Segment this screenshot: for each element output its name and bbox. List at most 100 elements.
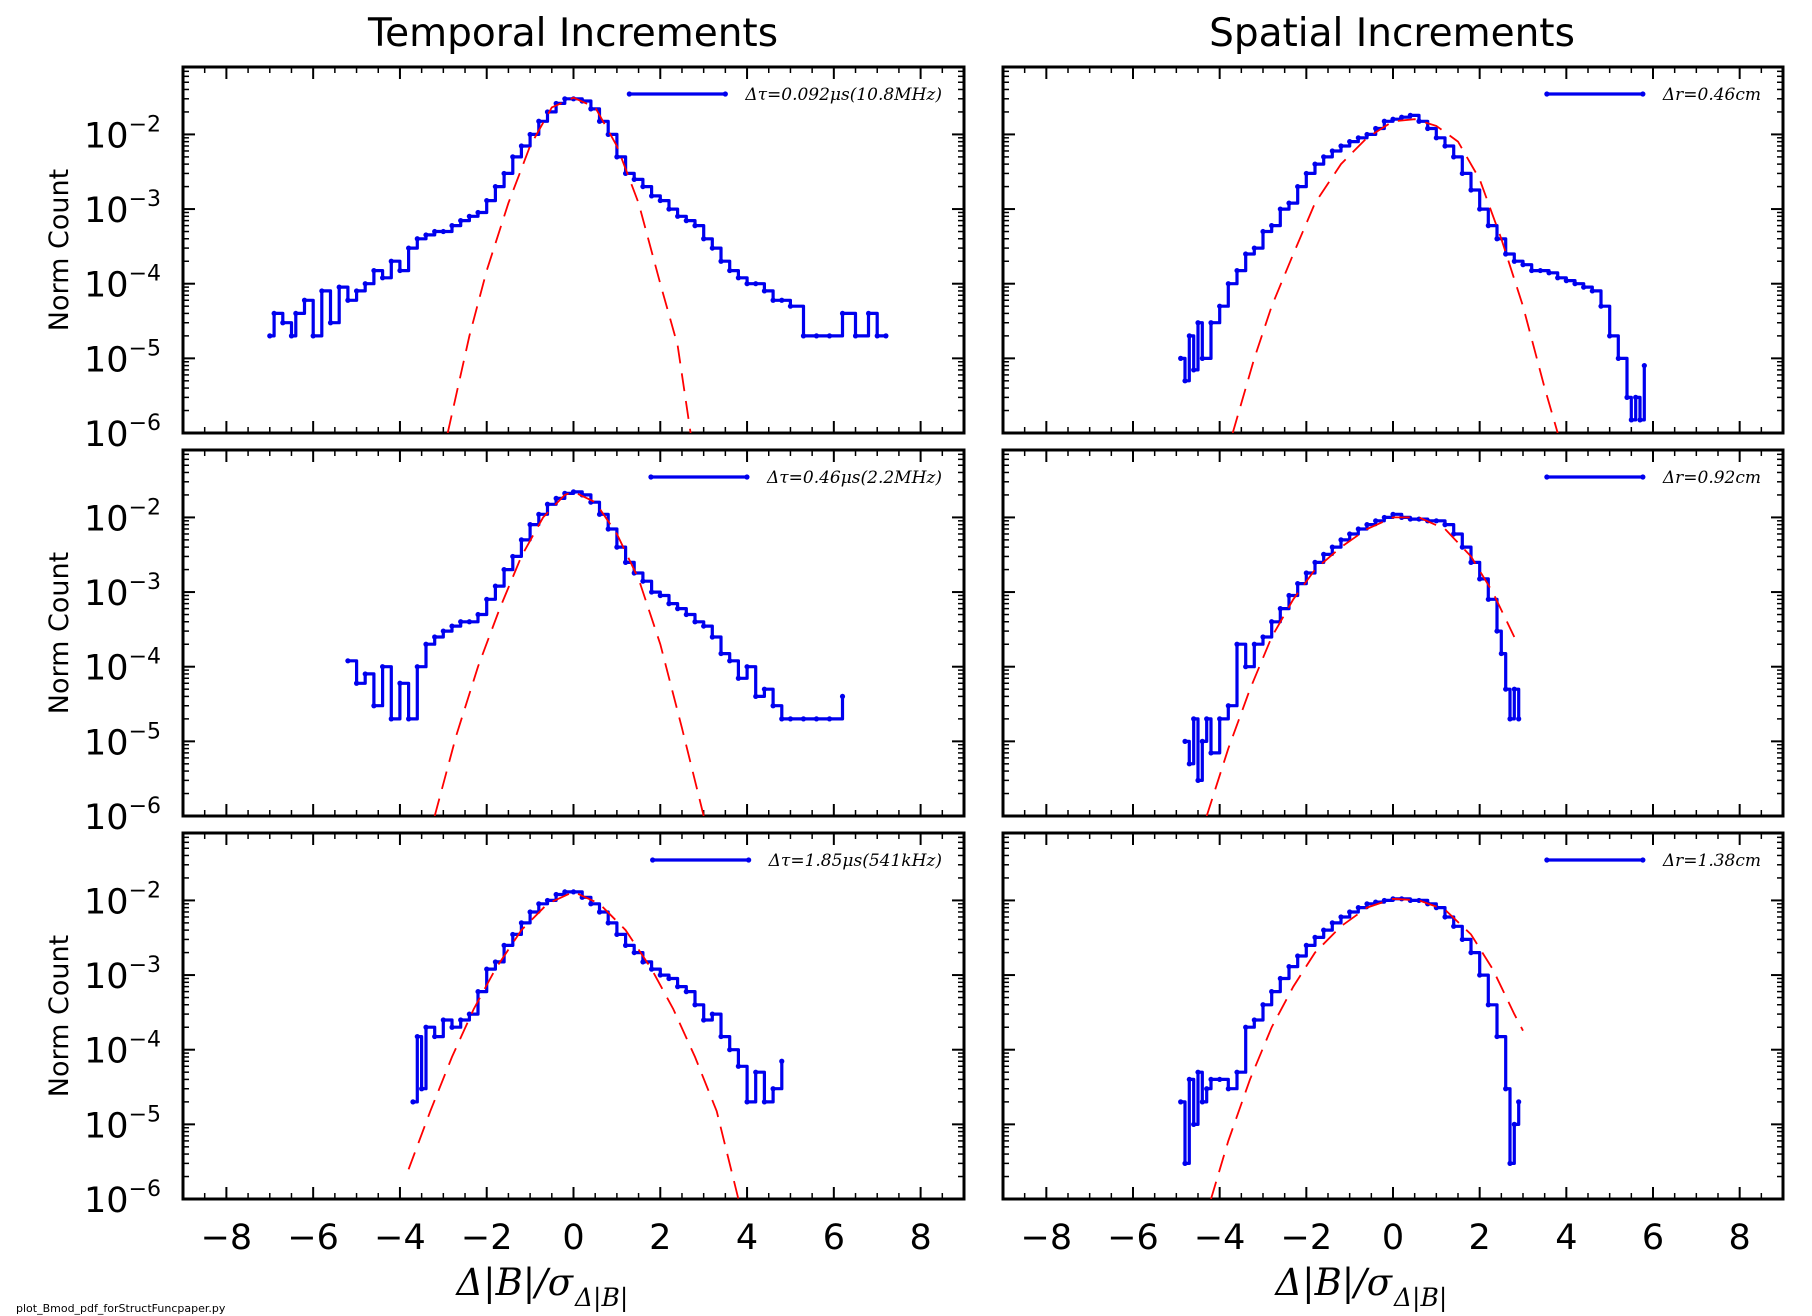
data-point xyxy=(1338,914,1344,920)
data-point xyxy=(596,511,603,517)
data-point xyxy=(536,901,542,907)
data-point xyxy=(1390,116,1396,122)
data-point xyxy=(657,197,663,204)
panel-spatial-2-plot-area xyxy=(1182,511,1522,816)
x-tick-label: −6 xyxy=(287,1218,339,1258)
data-point xyxy=(1364,522,1370,528)
data-point xyxy=(1243,251,1249,257)
data-point xyxy=(1347,909,1353,915)
data-point xyxy=(614,931,620,938)
data-point xyxy=(727,267,733,274)
data-point xyxy=(449,1024,455,1030)
y-tick-label: 10−4 xyxy=(84,1028,161,1072)
data-point xyxy=(1477,972,1483,978)
data-point xyxy=(371,703,377,709)
data-point xyxy=(770,297,776,303)
x-tick-label: 0 xyxy=(562,1218,584,1258)
y-axis-label: Norm Count xyxy=(44,552,75,714)
data-point xyxy=(1477,576,1483,582)
data-point xyxy=(379,664,386,670)
data-point xyxy=(1624,394,1630,400)
y-tick-label: 10−2 xyxy=(84,112,161,156)
data-point xyxy=(410,1099,416,1105)
data-point xyxy=(562,889,568,895)
data-point xyxy=(1329,148,1335,154)
data-point xyxy=(1399,114,1405,120)
data-point xyxy=(414,1033,420,1040)
data-point xyxy=(709,1011,715,1017)
data-point xyxy=(423,232,429,238)
data-point xyxy=(631,949,637,956)
data-point xyxy=(1494,628,1500,634)
data-point xyxy=(1468,949,1474,956)
data-point xyxy=(544,897,551,904)
data-point xyxy=(735,275,741,281)
data-point xyxy=(1520,262,1526,268)
data-point xyxy=(1581,284,1587,290)
data-point xyxy=(484,197,490,204)
y-tick-label: 10−5 xyxy=(84,719,161,763)
data-point xyxy=(761,1099,768,1105)
y-tick-label: 10−3 xyxy=(84,570,161,614)
y-tick-label: 10−3 xyxy=(84,953,161,997)
data-point xyxy=(1182,378,1188,384)
data-point xyxy=(657,972,663,978)
data-point xyxy=(709,245,715,251)
data-point xyxy=(1286,200,1292,206)
data-point xyxy=(1208,320,1214,326)
data-point xyxy=(1312,161,1318,167)
data-point xyxy=(1234,641,1240,647)
panel-temporal-1-plot-area xyxy=(267,96,889,433)
data-point xyxy=(345,297,351,303)
data-point xyxy=(1433,518,1439,524)
data-point xyxy=(1329,544,1335,550)
data-point xyxy=(718,1033,724,1040)
data-point xyxy=(475,989,481,995)
data-point xyxy=(518,920,525,926)
data-point xyxy=(683,611,689,618)
data-point xyxy=(1503,686,1509,692)
gaussian-fit-line xyxy=(433,490,705,816)
data-point xyxy=(1537,267,1543,274)
data-point xyxy=(458,1017,464,1023)
data-point xyxy=(787,716,794,722)
data-point xyxy=(1485,1002,1491,1008)
panel-temporal-3: 10−2 10−3 10−4 10−5 10−6 Norm Count −8 −6 −4 −2 0 2… xyxy=(44,831,966,1258)
data-point xyxy=(271,310,277,317)
data-point xyxy=(280,320,286,326)
data-point xyxy=(1468,187,1474,193)
data-point xyxy=(449,623,455,629)
x-tick-label: 8 xyxy=(909,1218,931,1258)
data-point xyxy=(1182,1160,1188,1166)
data-point xyxy=(588,901,594,907)
panel-temporal-3-frame xyxy=(181,831,966,1201)
data-point xyxy=(1260,1002,1266,1008)
data-point xyxy=(1186,761,1192,767)
data-point xyxy=(1225,281,1231,287)
pdf-data-line xyxy=(413,890,784,1104)
panel-spatial-1-plot-area xyxy=(1178,112,1647,433)
data-point xyxy=(1234,1069,1240,1075)
data-point xyxy=(414,664,420,670)
data-point xyxy=(1204,716,1210,722)
x-tick-label: −8 xyxy=(201,1218,253,1258)
data-point xyxy=(1572,281,1578,287)
data-point xyxy=(345,658,351,664)
data-point xyxy=(388,258,394,264)
data-point xyxy=(1303,170,1309,177)
data-point xyxy=(605,526,611,532)
legend-label: Δr=0.92cm xyxy=(1662,468,1761,488)
x-tick-label: 4 xyxy=(1555,1218,1577,1258)
data-point xyxy=(406,716,412,722)
panel-temporal-2-plot-area xyxy=(345,489,846,816)
data-point xyxy=(440,628,446,634)
data-point xyxy=(1321,154,1327,160)
gaussian-fit-line xyxy=(407,890,740,1199)
data-point xyxy=(683,989,689,995)
panel-spatial-3-frame xyxy=(1001,831,1785,1201)
data-point xyxy=(614,154,620,160)
x-tick-label: −6 xyxy=(1107,1218,1159,1258)
data-point xyxy=(770,703,776,709)
panel-temporal-1: 10−2 10−3 10−4 10−5 10−6 Norm Count Δτ=0.092μs… xyxy=(44,65,966,455)
data-point xyxy=(744,664,750,670)
